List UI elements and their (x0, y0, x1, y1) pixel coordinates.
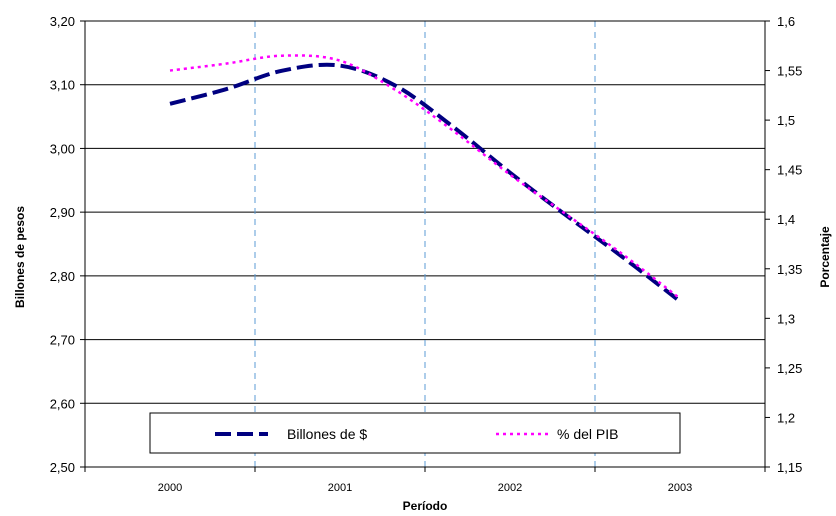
left-axis-ticks: 2,50 2,60 2,70 2,80 2,90 3,00 3,10 3,20 (50, 14, 85, 475)
legend-label-billones: Billones de $ (287, 426, 367, 442)
legend-label-pib: % del PIB (557, 426, 618, 442)
series-layer (169, 54, 682, 303)
left-tick-label: 3,20 (50, 14, 75, 29)
right-tick-label: 1,55 (777, 64, 802, 79)
right-axis-ticks: 1,15 1,2 1,25 1,3 1,35 1,4 1,45 1,5 1,55 1,6 (765, 14, 802, 475)
left-tick-label: 2,70 (50, 333, 75, 348)
x-tick-label: 2001 (328, 482, 352, 494)
right-tick-label: 1,6 (777, 14, 795, 29)
series-line-pib (169, 54, 681, 300)
x-axis-ticks: 2000 2001 2002 2003 (84, 467, 766, 494)
right-tick-label: 1,15 (777, 460, 802, 475)
right-tick-label: 1,4 (777, 212, 795, 227)
x-axis-title: Período (403, 499, 448, 513)
right-tick-label: 1,35 (777, 262, 802, 277)
x-tick-label: 2002 (498, 482, 522, 494)
y-left-axis-title: Billones de pesos (13, 206, 27, 308)
right-tick-label: 1,45 (777, 163, 802, 178)
left-tick-label: 2,50 (50, 460, 75, 475)
left-tick-label: 3,10 (50, 78, 75, 93)
series-line-billones (169, 62, 682, 303)
grid (85, 21, 765, 467)
right-tick-label: 1,25 (777, 361, 802, 376)
legend: Billones de $ % del PIB (149, 412, 681, 454)
y-right-axis-title: Porcentaje (818, 226, 832, 288)
left-tick-label: 2,80 (50, 269, 75, 284)
x-tick-label: 2003 (668, 482, 692, 494)
left-tick-label: 2,60 (50, 396, 75, 411)
x-tick-label: 2000 (158, 482, 182, 494)
right-tick-label: 1,2 (777, 410, 795, 425)
left-tick-label: 3,00 (50, 141, 75, 156)
left-tick-label: 2,90 (50, 205, 75, 220)
right-tick-label: 1,5 (777, 113, 795, 128)
right-tick-label: 1,3 (777, 311, 795, 326)
